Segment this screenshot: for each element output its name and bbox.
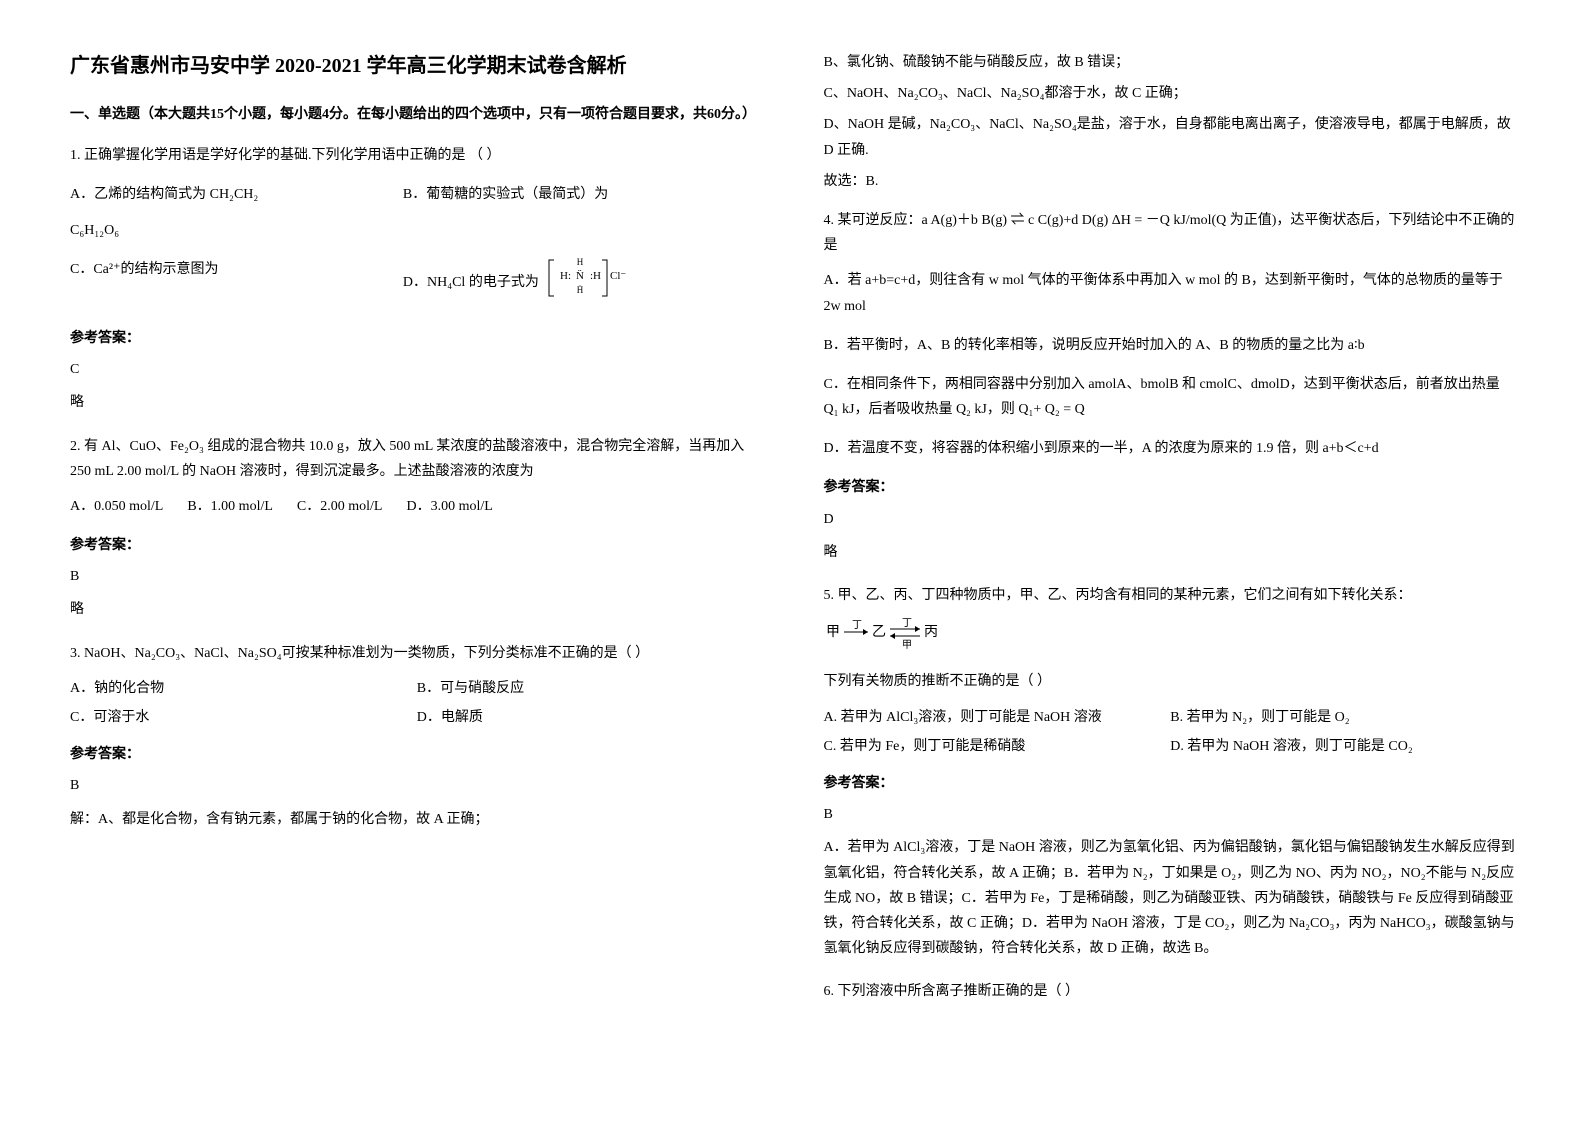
q3-exp1: 解：A、都是化合物，含有钠元素，都属于钠的化合物，故 A 正确；	[70, 807, 764, 832]
q4-answer-label: 参考答案：	[824, 475, 1518, 500]
q5-answer: B	[824, 802, 1518, 827]
q5-subtext: 下列有关物质的推断不正确的是（ ）	[824, 669, 1518, 694]
svg-text:N̈: N̈	[576, 269, 584, 281]
svg-text:H: H	[577, 257, 584, 267]
q5-diagram: 甲 丁 乙 丁 甲 丙	[824, 618, 1518, 663]
q3-exp2: B、氯化钠、硫酸钠不能与硝酸反应，故 B 错误；	[824, 50, 1518, 75]
svg-text:Ḧ: Ḧ	[577, 285, 584, 295]
q1-option-c: C．Ca²⁺的结构示意图为	[70, 257, 403, 308]
q3-text: 3. NaOH、Na₂CO₃、NaCl、Na₂SO₄可按某种标准划为一类物质，下…	[70, 641, 764, 666]
svg-text:乙: 乙	[872, 624, 886, 640]
q5-option-b: B. 若甲为 N₂，则丁可能是 O₂	[1170, 705, 1517, 730]
q5-option-d: D. 若甲为 NaOH 溶液，则丁可能是 CO₂	[1170, 734, 1517, 759]
q5-text: 5. 甲、乙、丙、丁四种物质中，甲、乙、丙均含有相同的某种元素，它们之间有如下转…	[824, 583, 1518, 608]
q3-answer: B	[70, 773, 764, 798]
q1-option-d-prefix: D．NH₄Cl 的电子式为	[403, 275, 539, 290]
q4-text: 4. 某可逆反应：a A(g)＋b B(g) ⇌ c C(g)+d D(g) Δ…	[824, 208, 1518, 258]
q2-option-d: D．3.00 mol/L	[406, 494, 492, 519]
question-1: 1. 正确掌握化学用语是学好化学的基础.下列化学用语中正确的是 （ ） A．乙烯…	[70, 143, 764, 415]
q1-explanation: 略	[70, 390, 764, 415]
svg-text::H: :H	[590, 270, 601, 282]
nh4cl-formula: H H: N̈ :H Ḧ Cl⁻	[542, 257, 630, 308]
question-4: 4. 某可逆反应：a A(g)＋b B(g) ⇌ c C(g)+d D(g) Δ…	[824, 208, 1518, 565]
q4-answer: D	[824, 507, 1518, 532]
q2-answer-label: 参考答案：	[70, 533, 764, 558]
q3-exp3: C、NaOH、Na₂CO₃、NaCl、Na₂SO₄都溶于水，故 C 正确；	[824, 81, 1518, 106]
q4-option-d: D．若温度不变，将容器的体积缩小到原来的一半，A 的浓度为原来的 1.9 倍，则…	[824, 436, 1518, 461]
document-title: 广东省惠州市马安中学 2020-2021 学年高三化学期末试卷含解析	[70, 50, 764, 82]
q4-option-c: C．在相同条件下，两相同容器中分别加入 amolA、bmolB 和 cmolC、…	[824, 372, 1518, 422]
q2-answer: B	[70, 564, 764, 589]
q2-text: 2. 有 Al、CuO、Fe₂O₃ 组成的混合物共 10.0 g，放入 500 …	[70, 434, 764, 484]
q2-option-c: C．2.00 mol/L	[297, 494, 383, 519]
q3-option-b: B．可与硝酸反应	[417, 676, 764, 701]
q3-exp4: D、NaOH 是碱，Na₂CO₃、NaCl、Na₂SO₄是盐，溶于水，自身都能电…	[824, 112, 1518, 162]
svg-text:丁: 丁	[902, 618, 912, 629]
q4-explanation: 略	[824, 540, 1518, 565]
q2-option-a: A．0.050 mol/L	[70, 494, 163, 519]
svg-text:甲: 甲	[902, 640, 912, 651]
q1-answer-label: 参考答案：	[70, 326, 764, 351]
q3-exp5: 故选：B.	[824, 169, 1518, 194]
q1-option-d: D．NH₄Cl 的电子式为 H H: N̈ :H Ḧ Cl⁻	[403, 257, 736, 308]
svg-text:Cl⁻: Cl⁻	[610, 270, 626, 282]
question-3: 3. NaOH、Na₂CO₃、NaCl、Na₂SO₄可按某种标准划为一类物质，下…	[70, 641, 764, 832]
q1-option-b: B．葡萄糖的实验式（最简式）为	[403, 182, 736, 207]
q2-explanation: 略	[70, 597, 764, 622]
q2-option-b: B．1.00 mol/L	[187, 494, 273, 519]
svg-text:H:: H:	[560, 270, 571, 282]
q1-option-a: A．乙烯的结构简式为 CH₂CH₂	[70, 182, 403, 207]
q4-option-b: B．若平衡时，A、B 的转化率相等，说明反应开始时加入的 A、B 的物质的量之比…	[824, 333, 1518, 358]
left-column: 广东省惠州市马安中学 2020-2021 学年高三化学期末试卷含解析 一、单选题…	[40, 50, 794, 1072]
q1-option-b-formula: C₆H₁₂O₆	[70, 218, 764, 243]
q5-answer-label: 参考答案：	[824, 771, 1518, 796]
svg-text:丁: 丁	[852, 620, 862, 631]
svg-text:甲: 甲	[826, 625, 840, 640]
section-header: 一、单选题（本大题共15个小题，每小题4分。在每小题给出的四个选项中，只有一项符…	[70, 102, 764, 127]
q6-text: 6. 下列溶液中所含离子推断正确的是（ ）	[824, 979, 1518, 1004]
q5-option-c: C. 若甲为 Fe，则丁可能是稀硝酸	[824, 734, 1171, 759]
question-6: 6. 下列溶液中所含离子推断正确的是（ ）	[824, 979, 1518, 1004]
q1-text: 1. 正确掌握化学用语是学好化学的基础.下列化学用语中正确的是 （ ）	[70, 143, 764, 168]
question-5: 5. 甲、乙、丙、丁四种物质中，甲、乙、丙均含有相同的某种元素，它们之间有如下转…	[824, 583, 1518, 961]
q3-option-c: C．可溶于水	[70, 705, 417, 730]
question-2: 2. 有 Al、CuO、Fe₂O₃ 组成的混合物共 10.0 g，放入 500 …	[70, 434, 764, 623]
right-column: B、氯化钠、硫酸钠不能与硝酸反应，故 B 错误； C、NaOH、Na₂CO₃、N…	[794, 50, 1548, 1072]
svg-text:丙: 丙	[924, 625, 938, 640]
q4-option-a: A．若 a+b=c+d，则往含有 w mol 气体的平衡体系中再加入 w mol…	[824, 268, 1518, 318]
q5-explanation: A．若甲为 AlCl₃溶液，丁是 NaOH 溶液，则乙为氢氧化铝、丙为偏铝酸钠，…	[824, 835, 1518, 961]
q5-option-a: A. 若甲为 AlCl₃溶液，则丁可能是 NaOH 溶液	[824, 705, 1171, 730]
q3-answer-label: 参考答案：	[70, 742, 764, 767]
q3-option-d: D．电解质	[417, 705, 764, 730]
q1-answer: C	[70, 357, 764, 382]
q3-option-a: A．钠的化合物	[70, 676, 417, 701]
